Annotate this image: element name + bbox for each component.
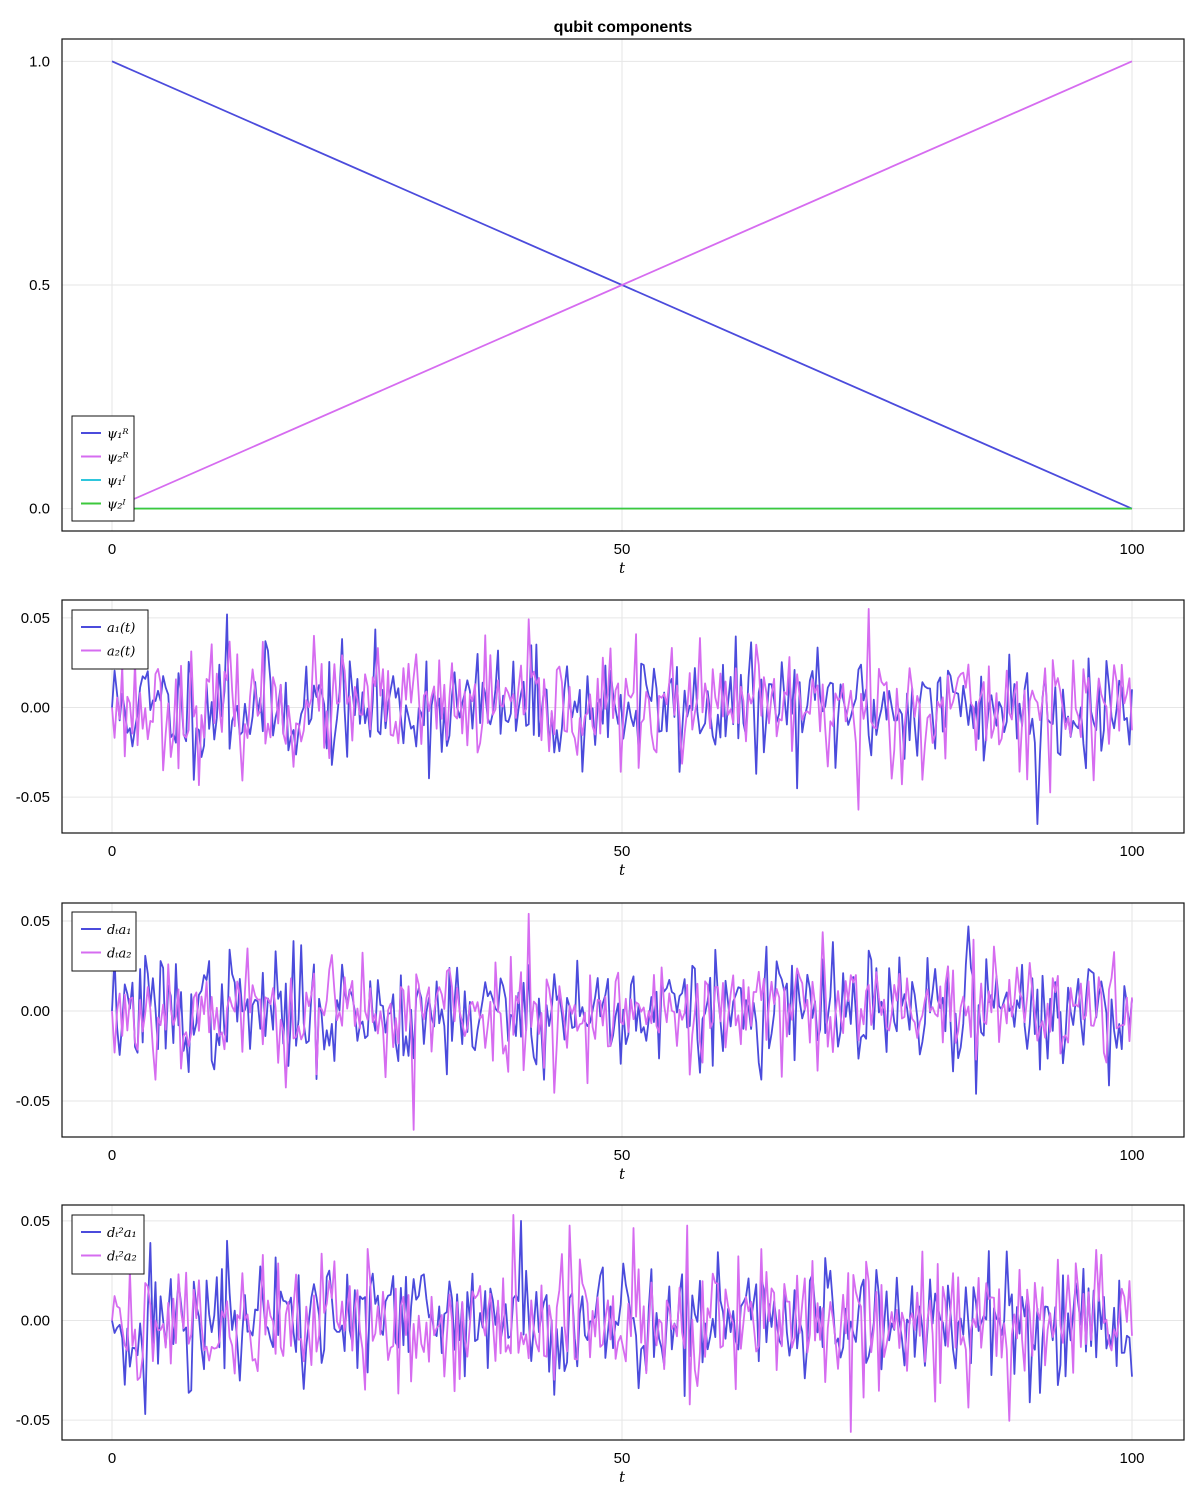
legend-label: ψ₁ᴿ — [107, 427, 129, 442]
x-tick-label: 50 — [614, 1450, 631, 1467]
legend-label: a₂(t) — [107, 645, 135, 660]
y-tick-label: 0.05 — [21, 1213, 50, 1230]
y-tick-label: -0.05 — [16, 789, 50, 806]
legend-label: a₁(t) — [107, 621, 135, 636]
y-tick-label: 0.0 — [29, 501, 50, 518]
x-tick-label: 0 — [108, 843, 116, 860]
x-tick-label: 50 — [614, 1147, 631, 1164]
series-line-2 — [111, 912, 1133, 1131]
legend: ψ₁ᴿ ψ₂ᴿ ψ₁ᴵ ψ₂ᴵ — [71, 415, 135, 522]
y-tick-label: 0.05 — [21, 610, 50, 627]
x-axis-label: t — [619, 1468, 626, 1486]
legend-label: dₜ²a₂ — [107, 1250, 137, 1265]
plot-frame — [61, 599, 1185, 834]
legend-label: dₜa₁ — [107, 923, 132, 938]
x-tick-label: 100 — [1119, 843, 1144, 860]
legend-label: ψ₁ᴵ — [107, 474, 126, 489]
legend: dₜ²a₁ dₜ²a₂ — [71, 1214, 145, 1275]
panel-3: 0 50 100 -0.05 0.00 0.05 t dₜa₁ dₜa₂ — [16, 902, 1185, 1183]
panel-4: 0 50 100 -0.05 0.00 0.05 t dₜ²a₁ dₜ²a₂ — [16, 1204, 1185, 1486]
legend: dₜa₁ dₜa₂ — [71, 911, 137, 972]
legend-label: ψ₂ᴿ — [107, 451, 129, 466]
x-tick-label: 0 — [108, 1450, 116, 1467]
legend-label: dₜa₂ — [107, 947, 132, 962]
y-tick-label: -0.05 — [16, 1412, 50, 1429]
plot-frame — [61, 902, 1185, 1138]
y-tick-label: 0.00 — [21, 700, 50, 717]
x-tick-label: 50 — [614, 843, 631, 860]
y-tick-label: 0.5 — [29, 277, 50, 294]
x-axis-label: t — [619, 861, 626, 879]
y-tick-label: 1.0 — [29, 53, 50, 70]
plot-frame — [61, 38, 1185, 532]
x-tick-label: 100 — [1119, 541, 1144, 558]
plot-frame — [61, 1204, 1185, 1441]
panel-2: 0 50 100 -0.05 0.00 0.05 t a₁(t) a₂(t) — [16, 599, 1185, 879]
x-tick-label: 0 — [108, 541, 116, 558]
legend-box — [71, 609, 149, 670]
series-line-1 — [111, 925, 1133, 1095]
legend-box — [71, 1214, 145, 1275]
y-tick-label: -0.05 — [16, 1093, 50, 1110]
y-tick-label: 0.05 — [21, 913, 50, 930]
legend-box — [71, 911, 137, 972]
x-tick-label: 100 — [1119, 1450, 1144, 1467]
series-line-2 — [111, 60, 1133, 510]
y-tick-label: 0.00 — [21, 1313, 50, 1330]
legend-label: dₜ²a₁ — [107, 1226, 137, 1241]
series-line-2 — [111, 1214, 1133, 1433]
legend-label: ψ₂ᴵ — [107, 498, 126, 513]
x-tick-label: 100 — [1119, 1147, 1144, 1164]
series-line-2 — [111, 608, 1133, 811]
x-tick-label: 0 — [108, 1147, 116, 1164]
x-axis-label: t — [619, 1165, 626, 1183]
x-tick-label: 50 — [614, 541, 631, 558]
y-tick-label: 0.00 — [21, 1003, 50, 1020]
series-line-1 — [111, 1220, 1133, 1416]
chart-title: qubit components — [554, 19, 693, 36]
legend: a₁(t) a₂(t) — [71, 609, 149, 670]
x-axis-label: t — [619, 559, 626, 577]
